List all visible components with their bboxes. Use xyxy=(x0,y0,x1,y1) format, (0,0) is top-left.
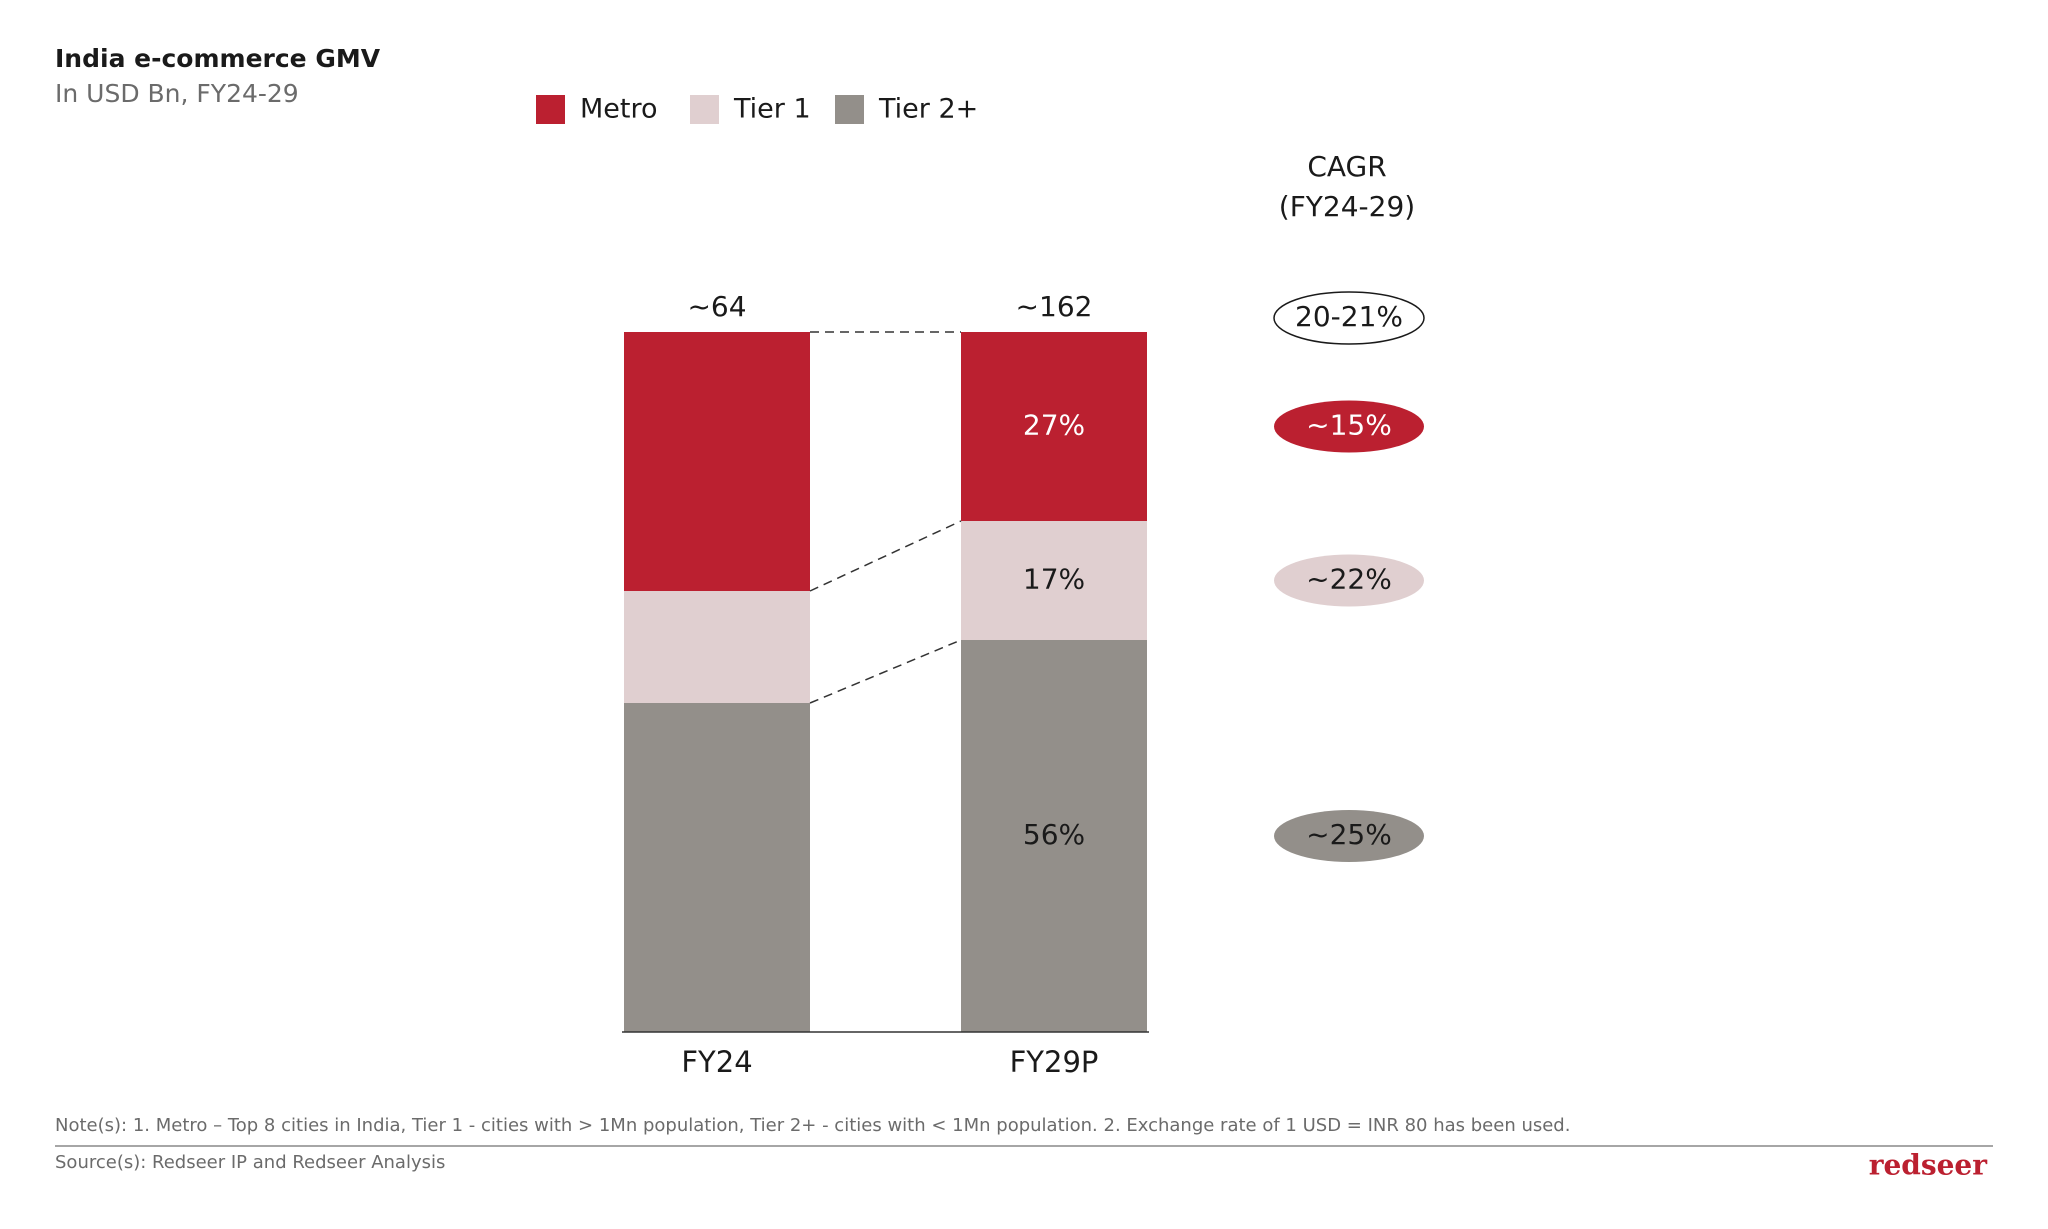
bar-segment xyxy=(961,640,1147,1032)
legend-label: Tier 2+ xyxy=(878,94,978,125)
bar-segment xyxy=(624,703,810,1032)
cagr-label: ~15% xyxy=(1306,409,1392,442)
data-label: 56% xyxy=(1023,818,1085,851)
legend-swatch xyxy=(835,95,864,124)
chart-subtitle: In USD Bn, FY24-29 xyxy=(55,79,299,108)
data-label: 17% xyxy=(1023,563,1085,596)
bar-segment xyxy=(961,332,1147,521)
bar-segment xyxy=(624,332,810,591)
cagr-label: ~22% xyxy=(1306,563,1392,596)
bar-segment xyxy=(624,591,810,703)
total-label: ~64 xyxy=(687,290,746,323)
chart-title: India e-commerce GMV xyxy=(55,44,381,73)
cagr-pill xyxy=(1274,554,1424,607)
bar-segment xyxy=(961,521,1147,640)
x-tick-label: FY29P xyxy=(1010,1045,1099,1079)
logo: redseer xyxy=(1869,1149,1989,1182)
cagr-label: 20-21% xyxy=(1295,300,1403,333)
source: Source(s): Redseer IP and Redseer Analys… xyxy=(55,1152,445,1173)
cagr-title: CAGR xyxy=(1307,150,1386,183)
cagr-label: ~25% xyxy=(1306,818,1392,851)
legend-swatch xyxy=(536,95,565,124)
cagr-pill xyxy=(1274,810,1424,862)
data-label: 27% xyxy=(1023,409,1085,442)
legend-label: Tier 1 xyxy=(733,94,811,125)
connector xyxy=(809,639,962,704)
connector xyxy=(809,520,962,592)
x-tick-label: FY24 xyxy=(681,1045,752,1079)
total-label: ~162 xyxy=(1016,290,1093,323)
cagr-pill xyxy=(1274,400,1424,453)
note: Note(s): 1. Metro – Top 8 cities in Indi… xyxy=(55,1115,1570,1136)
cagr-title: (FY24-29) xyxy=(1279,190,1415,223)
cagr-pill xyxy=(1273,291,1425,345)
legend-label: Metro xyxy=(580,94,658,125)
legend-swatch xyxy=(690,95,719,124)
